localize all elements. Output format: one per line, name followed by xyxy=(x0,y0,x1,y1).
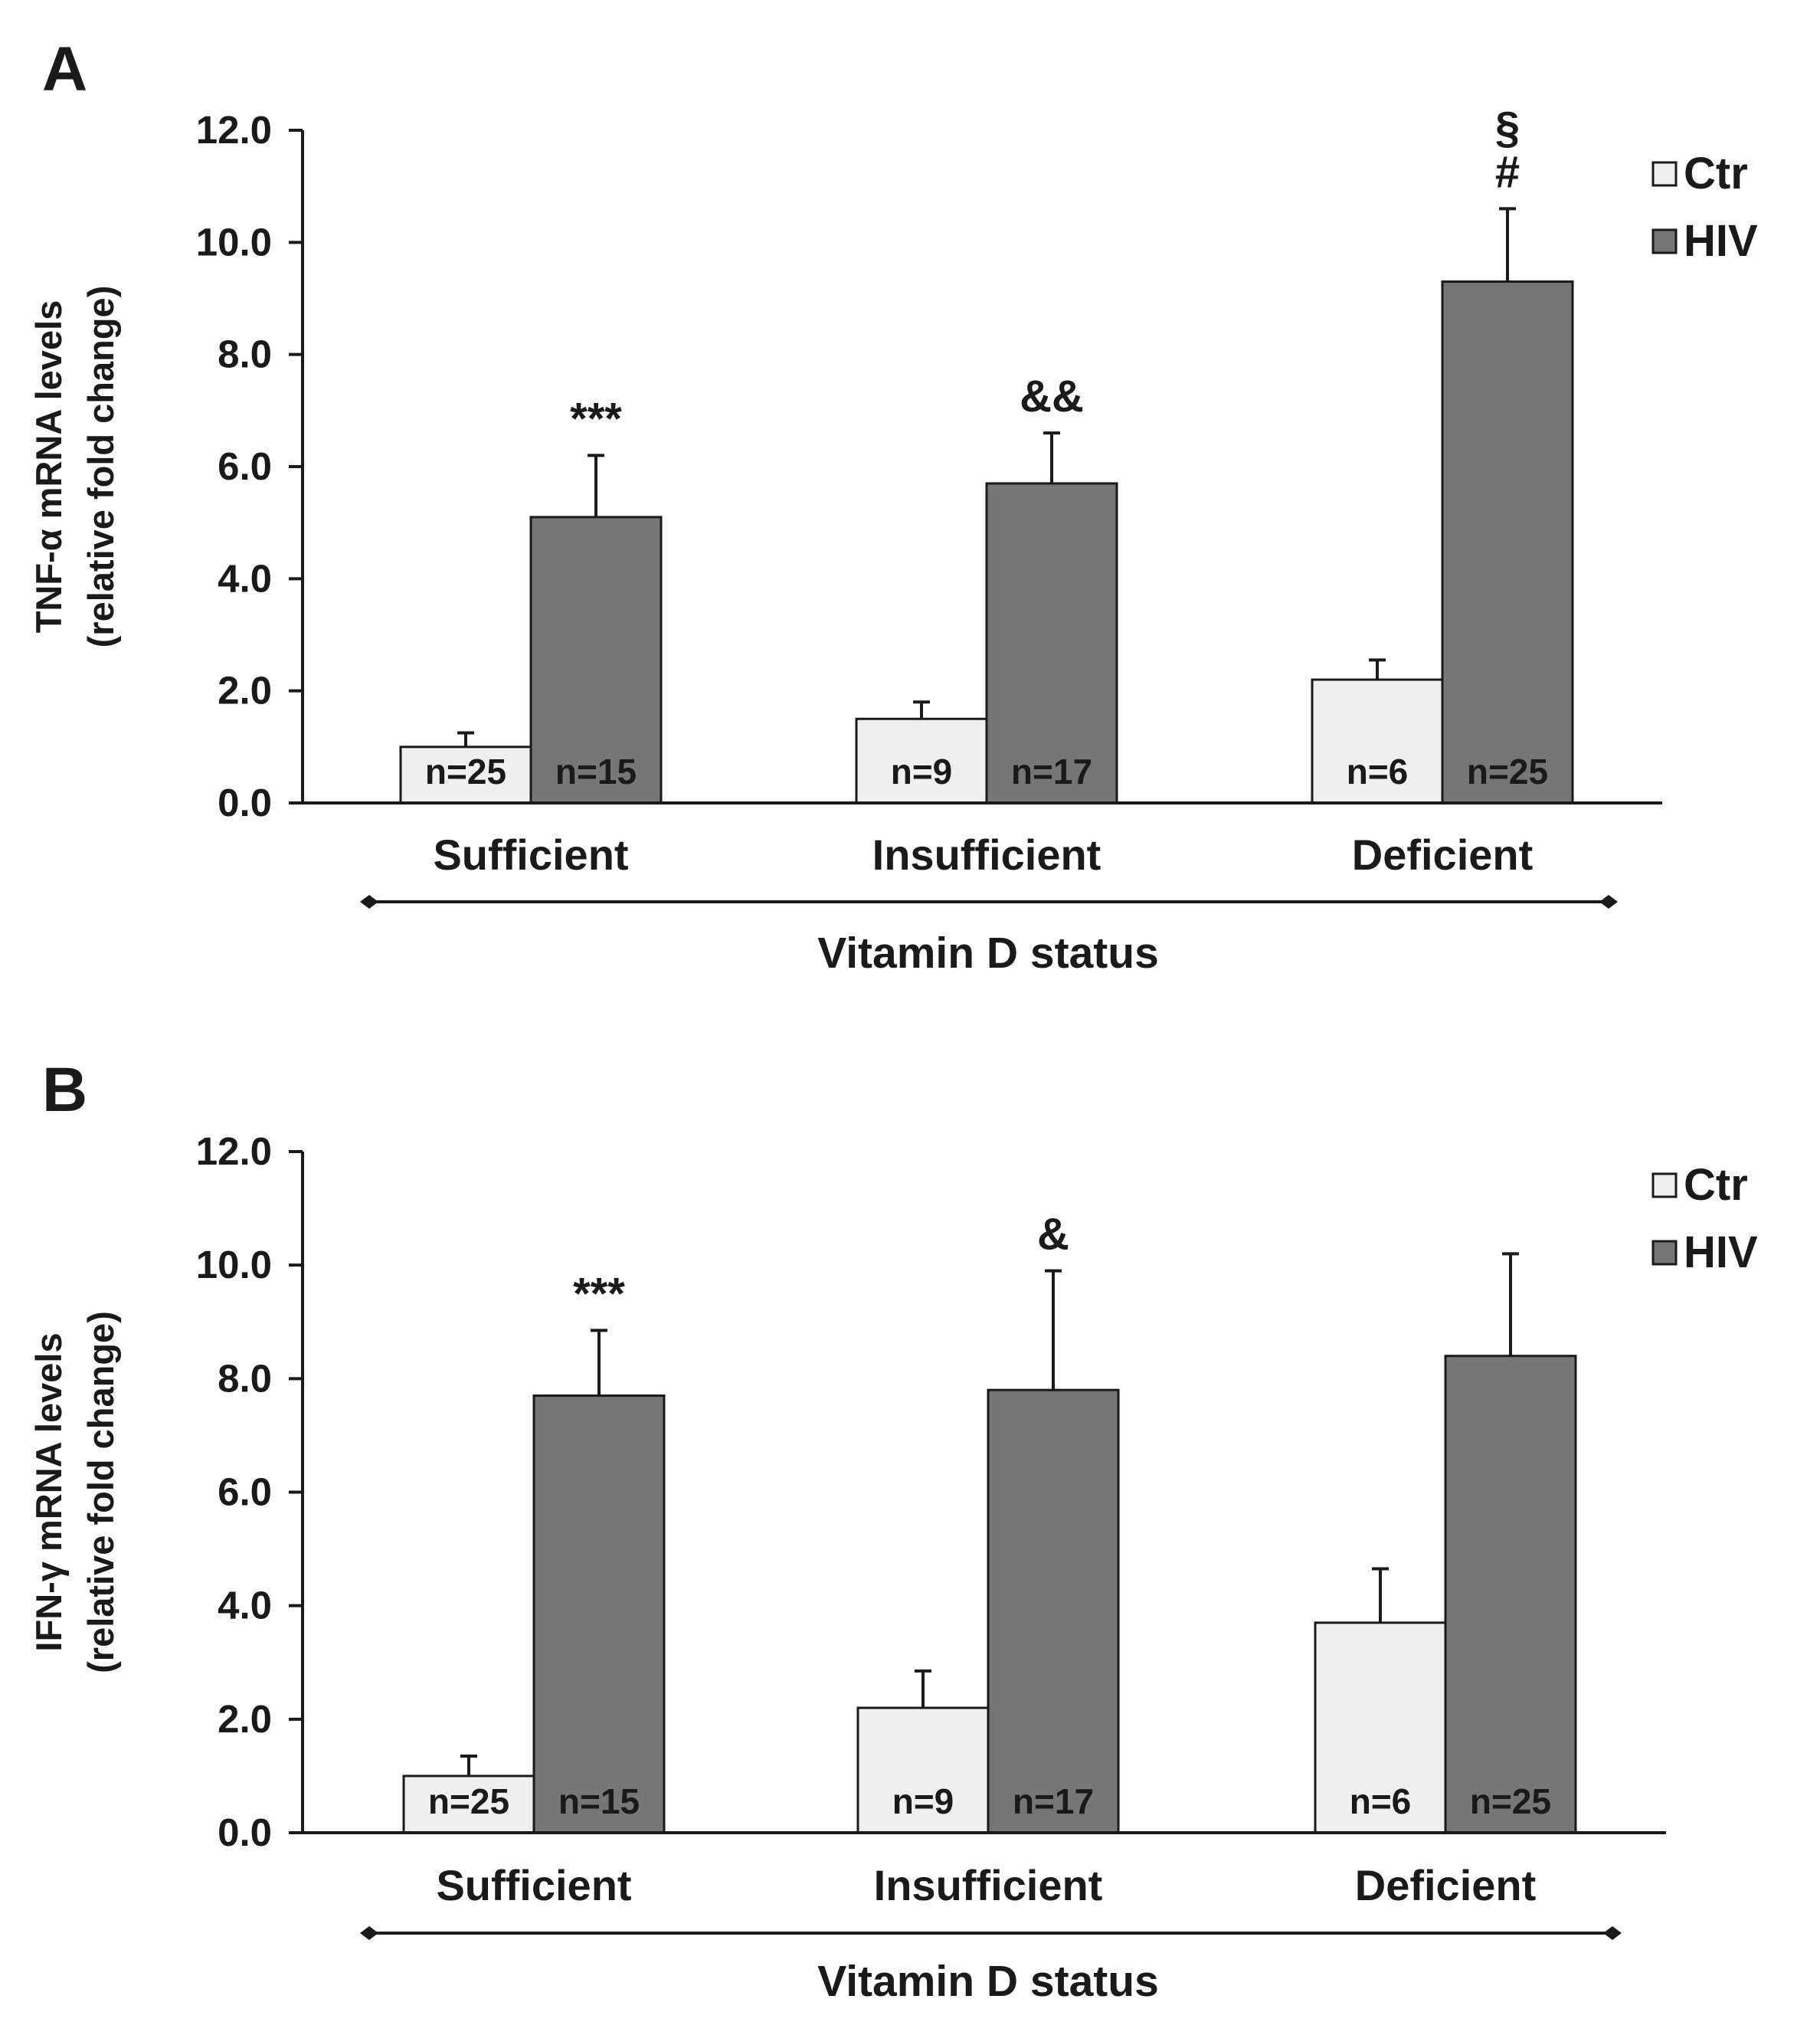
y-tick-label: 4.0 xyxy=(218,1584,272,1627)
arrow-head-right xyxy=(1603,1926,1622,1940)
y-axis-label-sub: (relative fold change) xyxy=(80,1311,121,1673)
bar-hiv-deficient xyxy=(1444,1355,1577,1834)
chart-panel-a: A TNF-α mRNA levels (relative fold change)… xyxy=(28,34,1758,978)
category-label: Deficient xyxy=(1355,1861,1537,1909)
y-tick-label: 10.0 xyxy=(196,220,272,264)
bar-ctr-insufficient xyxy=(855,717,988,804)
legend-swatch-ctr xyxy=(1651,161,1678,187)
n-label: n=9 xyxy=(892,1781,954,1821)
category-label: Insufficient xyxy=(874,1861,1103,1909)
y-tick-label: 2.0 xyxy=(218,1697,272,1741)
n-label: n=17 xyxy=(1013,1781,1094,1821)
y-tick-label: 6.0 xyxy=(218,1470,272,1514)
legend-swatch-hiv xyxy=(1651,1240,1678,1266)
legend-swatch-hiv xyxy=(1651,228,1678,254)
n-label: n=25 xyxy=(428,1781,509,1821)
n-label: n=25 xyxy=(1467,752,1548,791)
arrow-head-left xyxy=(360,895,378,909)
bar-hiv-insufficient xyxy=(985,482,1118,804)
y-tick-label: 10.0 xyxy=(196,1243,272,1286)
y-tick-label: 12.0 xyxy=(196,108,272,152)
bar-hiv-insufficient xyxy=(987,1388,1120,1834)
category-label: Sufficient xyxy=(436,1861,631,1909)
panel-letter: B xyxy=(42,1055,87,1125)
y-tick-label: 6.0 xyxy=(218,444,272,488)
y-axis-label: IFN-γ mRNA levels xyxy=(28,1332,69,1651)
legend-label-ctr: Ctr xyxy=(1684,149,1748,198)
n-label: n=9 xyxy=(891,752,953,791)
y-tick-label: 0.0 xyxy=(218,781,272,824)
bar-ctr-sufficient xyxy=(402,1774,535,1834)
legend-swatch-ctr xyxy=(1651,1172,1678,1198)
category-label: Sufficient xyxy=(433,831,628,879)
category-label: Insufficient xyxy=(872,831,1101,879)
y-axis-label: TNF-α mRNA levels xyxy=(28,300,69,634)
n-label: n=25 xyxy=(1470,1781,1551,1821)
category-label: Deficient xyxy=(1352,831,1534,879)
chart-panel-b: B IFN-γ mRNA levels (relative fold change)… xyxy=(28,1055,1758,2006)
n-label: n=25 xyxy=(425,752,506,791)
bar-hiv-sufficient xyxy=(529,516,663,804)
n-label: n=6 xyxy=(1347,752,1409,791)
n-label: n=6 xyxy=(1350,1781,1412,1821)
arrow-head-right xyxy=(1599,895,1618,909)
y-axis-label-sub: (relative fold change) xyxy=(80,286,121,648)
y-tick-label: 8.0 xyxy=(218,1356,272,1400)
n-label: n=15 xyxy=(558,1781,640,1821)
y-tick-label: 4.0 xyxy=(218,556,272,600)
n-label: n=17 xyxy=(1011,752,1092,791)
legend-label-hiv: HIV xyxy=(1684,1227,1758,1277)
y-tick-label: 0.0 xyxy=(218,1811,272,1854)
x-axis-title: Vitamin D status xyxy=(817,929,1159,978)
y-tick-label: 12.0 xyxy=(196,1129,272,1173)
significance-marker: § xyxy=(1495,103,1520,152)
panel-letter: A xyxy=(42,34,87,104)
legend-label-hiv: HIV xyxy=(1684,216,1758,266)
y-tick-label: 8.0 xyxy=(218,333,272,376)
significance-marker: # xyxy=(1495,147,1520,197)
x-axis-title: Vitamin D status xyxy=(817,1957,1159,2006)
significance-marker: & xyxy=(1037,1210,1069,1260)
bar-hiv-sufficient xyxy=(532,1394,666,1834)
significance-marker: *** xyxy=(573,1269,625,1319)
n-label: n=15 xyxy=(555,752,637,791)
y-tick-label: 2.0 xyxy=(218,669,272,713)
legend-label-ctr: Ctr xyxy=(1684,1160,1748,1210)
bar-hiv-deficient xyxy=(1441,280,1574,804)
arrow-head-left xyxy=(360,1926,378,1940)
significance-marker: && xyxy=(1020,372,1084,421)
significance-marker: *** xyxy=(570,394,622,444)
bar-ctr-insufficient xyxy=(856,1706,990,1834)
